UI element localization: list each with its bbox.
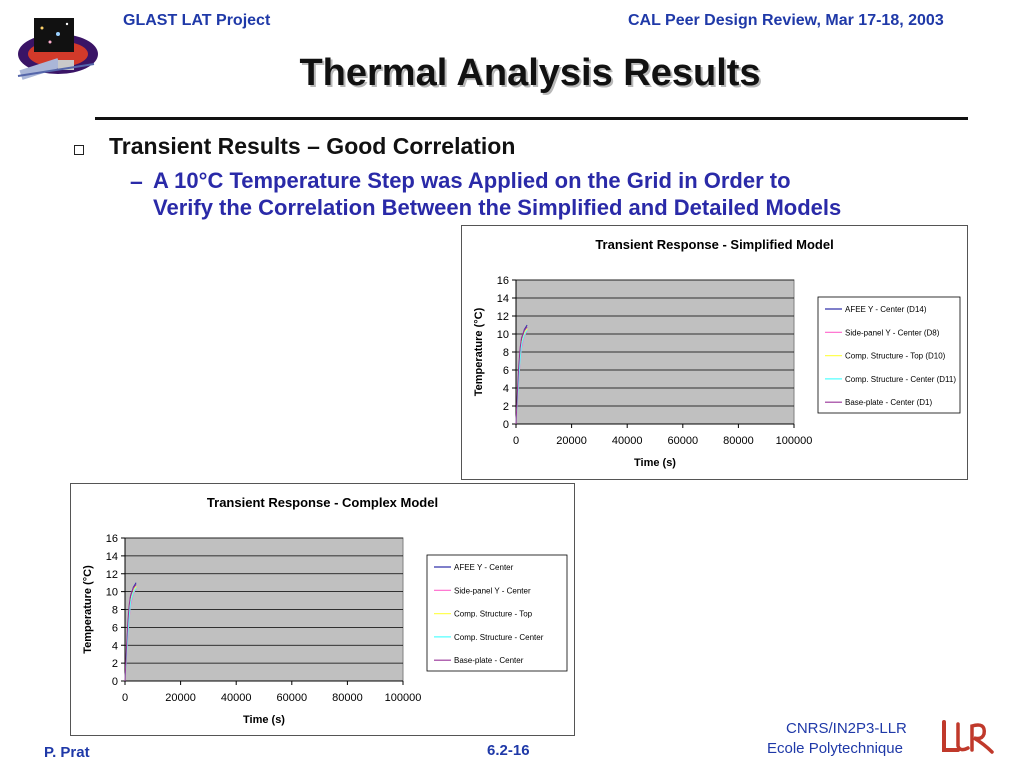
x-tick-label: 0 (513, 435, 519, 447)
legend-entry: AFEE Y - Center (454, 563, 514, 572)
chart-complex-svg: Transient Response - Complex Model 0 2 4 6 8 1… (82, 495, 568, 726)
header-project: GLAST LAT Project (123, 12, 271, 29)
bullet-text: Transient Results – Good Correlation (109, 133, 516, 159)
y-tick-label: 14 (106, 551, 118, 563)
legend-entry: Comp. Structure - Top (454, 610, 533, 619)
title-divider (95, 117, 968, 120)
y-tick-label: 6 (112, 622, 118, 634)
x-tick-label: 60000 (277, 692, 308, 704)
y-tick-label: 0 (503, 419, 509, 431)
footer-org-2: Ecole Polytechnique (767, 740, 903, 757)
legend-entry: Comp. Structure - Top (D10) (845, 352, 946, 361)
legend-entry: Side-panel Y - Center (454, 586, 531, 595)
y-tick-label: 16 (497, 275, 509, 287)
legend-entry: AFEE Y - Center (D14) (845, 305, 927, 314)
x-axis-label: Time (s) (634, 457, 676, 469)
y-axis-label: Temperature (°C) (82, 565, 94, 654)
glast-logo (12, 14, 100, 86)
x-tick-label: 80000 (332, 692, 363, 704)
series-line (124, 584, 137, 682)
y-tick-label: 0 (112, 676, 118, 688)
sub-bullet-line-2: Verify the Correlation Between the Simpl… (153, 195, 842, 220)
x-tick-label: 20000 (556, 435, 587, 447)
y-tick-label: 8 (503, 347, 509, 359)
legend-entry: Base-plate - Center (454, 656, 524, 665)
y-tick-label: 10 (497, 329, 509, 341)
sub-bullet-line-1: A 10°C Temperature Step was Applied on t… (153, 168, 791, 193)
sub-bullet-dash: – (130, 168, 143, 194)
y-tick-label: 2 (503, 401, 509, 413)
x-tick-label: 100000 (385, 692, 422, 704)
legend-entry: Side-panel Y - Center (D8) (845, 328, 940, 337)
footer-author: P. Prat (44, 744, 90, 761)
x-tick-label: 0 (122, 692, 128, 704)
chart-complex: Transient Response - Complex Model 0 2 4 6 8 1… (70, 483, 575, 736)
y-tick-label: 12 (497, 311, 509, 323)
y-tick-label: 6 (503, 365, 509, 377)
satellite-logo-icon (17, 18, 98, 80)
y-tick-label: 10 (106, 587, 118, 599)
legend-entry: Comp. Structure - Center (D11) (845, 375, 956, 384)
x-tick-label: 20000 (165, 692, 196, 704)
legend-entry: Base-plate - Center (D1) (845, 398, 932, 407)
chart-title: Transient Response - Complex Model (207, 495, 438, 510)
x-tick-label: 80000 (723, 435, 754, 447)
page-title: Thermal Analysis Results (299, 52, 761, 94)
bullet-square-icon (74, 145, 84, 155)
llr-logo (936, 716, 996, 760)
footer-org-1: CNRS/IN2P3-LLR (786, 720, 907, 737)
y-tick-label: 12 (106, 569, 118, 581)
header-review: CAL Peer Design Review, Mar 17-18, 2003 (628, 12, 944, 29)
x-axis-label: Time (s) (243, 714, 285, 726)
chart-simplified-svg: Transient Response - Simplified Model 0 2 4… (473, 237, 961, 469)
legend-entry: Comp. Structure - Center (454, 633, 544, 642)
x-tick-label: 40000 (612, 435, 643, 447)
y-tick-label: 16 (106, 533, 118, 545)
y-tick-label: 8 (112, 605, 118, 617)
y-tick-label: 4 (112, 640, 118, 652)
chart-title: Transient Response - Simplified Model (595, 237, 833, 252)
chart-simplified: Transient Response - Simplified Model 0 2 4… (461, 225, 968, 480)
x-tick-label: 100000 (776, 435, 813, 447)
llr-logo-icon (942, 720, 994, 754)
y-tick-label: 4 (503, 383, 509, 395)
x-tick-label: 60000 (668, 435, 699, 447)
y-tick-label: 14 (497, 293, 509, 305)
x-tick-label: 40000 (221, 692, 252, 704)
series-line (515, 326, 528, 425)
footer-page-number: 6.2-16 (487, 742, 530, 759)
y-axis-label: Temperature (°C) (473, 307, 485, 396)
y-tick-label: 2 (112, 658, 118, 670)
